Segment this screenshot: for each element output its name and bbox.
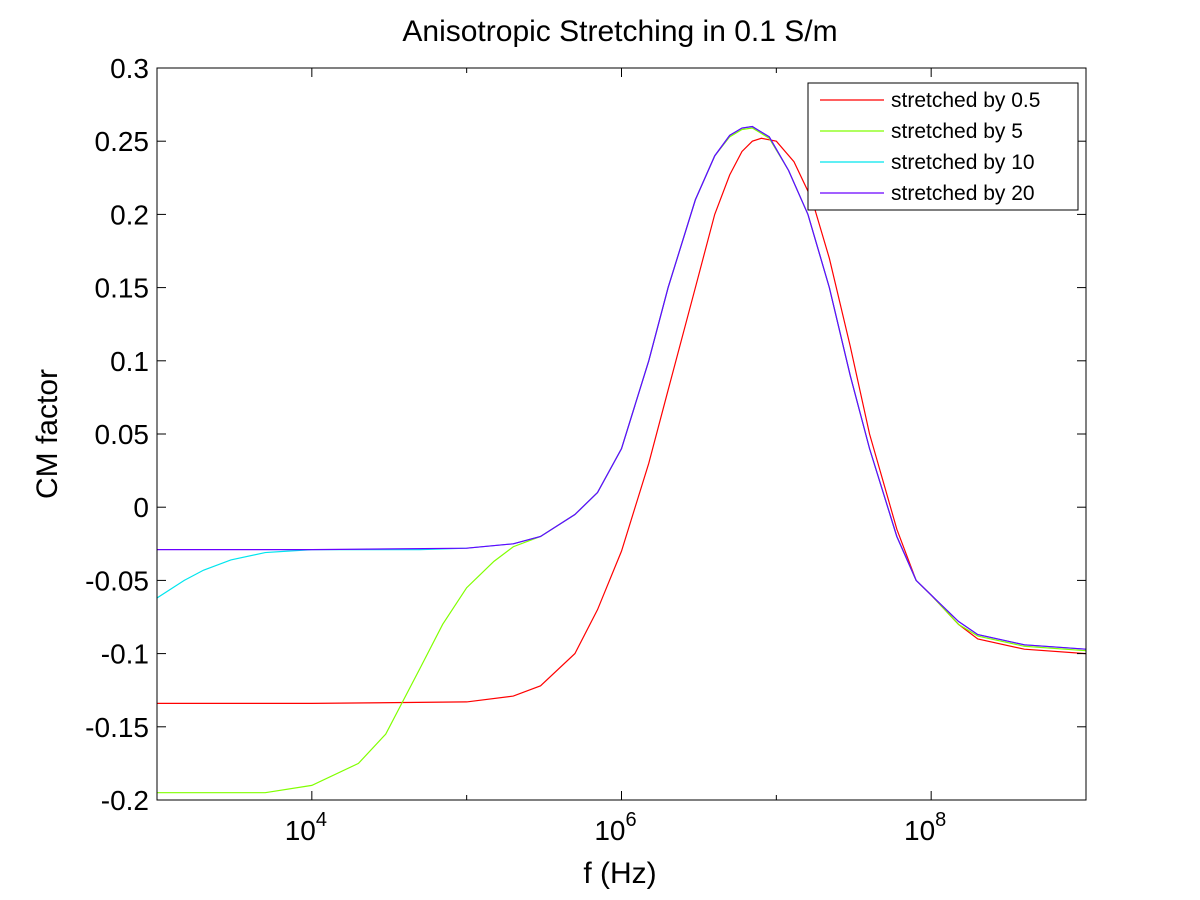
y-tick-label: 0.25 bbox=[95, 126, 150, 157]
y-tick-label: 0.05 bbox=[95, 419, 150, 450]
x-tick-label: 106 bbox=[594, 809, 636, 846]
legend-label-2: stretched by 5 bbox=[891, 120, 1023, 143]
legend-box bbox=[807, 82, 1079, 211]
y-tick-label: 0 bbox=[133, 492, 149, 523]
x-tick-label: 104 bbox=[285, 809, 327, 846]
y-axis-label: CM factor bbox=[31, 369, 64, 499]
y-tick-label: 0.1 bbox=[110, 346, 149, 377]
series-line-4 bbox=[157, 125, 1086, 650]
x-tick-label: 108 bbox=[904, 809, 946, 846]
y-tick-label: 0.3 bbox=[110, 53, 149, 84]
legend-label-4: stretched by 20 bbox=[891, 182, 1035, 205]
y-tick-label: 0.15 bbox=[95, 273, 150, 304]
y-tick-label: 0.2 bbox=[110, 199, 149, 230]
legend-label-1: stretched by 0.5 bbox=[891, 89, 1040, 112]
y-tick-label: -0.05 bbox=[85, 565, 149, 596]
y-tick-label: -0.1 bbox=[101, 639, 149, 670]
y-tick-label: -0.15 bbox=[85, 712, 149, 743]
legend-label-3: stretched by 10 bbox=[891, 151, 1035, 174]
legend: stretched by 0.5 stretched by 5 stretched … bbox=[807, 82, 1079, 211]
y-tick-label: -0.2 bbox=[101, 785, 149, 816]
x-axis-label: f (Hz) bbox=[583, 857, 656, 890]
chart-title: Anisotropic Stretching in 0.1 S/m bbox=[402, 15, 837, 48]
